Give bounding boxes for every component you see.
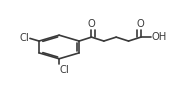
Text: O: O [88,19,95,29]
Text: OH: OH [151,32,167,42]
Text: O: O [137,19,145,29]
Text: Cl: Cl [60,65,69,74]
Text: Cl: Cl [20,33,29,43]
